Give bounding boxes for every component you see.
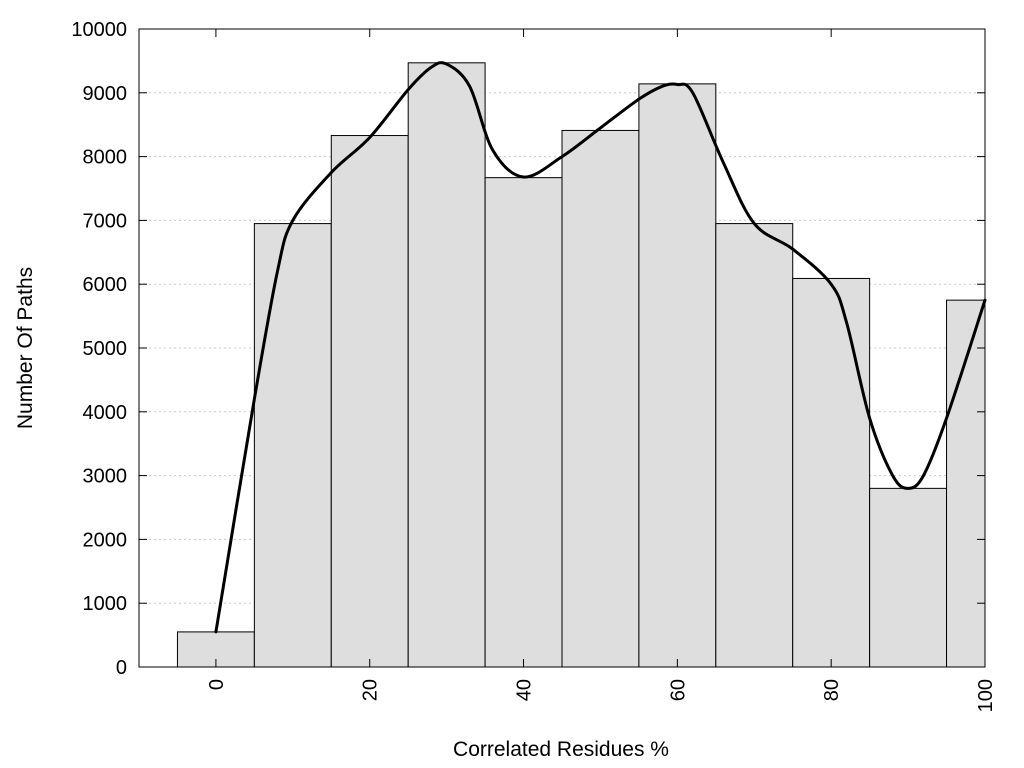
y-tick-label: 3000 <box>83 466 128 488</box>
bar <box>792 277 871 668</box>
x-axis-label: Correlated Residues % <box>453 738 669 761</box>
y-tick-label: 5000 <box>83 338 128 360</box>
bar <box>484 177 563 668</box>
bar <box>561 129 640 668</box>
y-tick-label: 1000 <box>83 593 128 615</box>
bar <box>253 223 332 668</box>
bar <box>869 487 948 668</box>
x-tick-label: 40 <box>514 679 536 701</box>
bar <box>330 135 409 668</box>
x-axis-ticks: 0 20 40 60 80 100 <box>206 29 997 712</box>
x-tick-label: 20 <box>360 679 382 701</box>
x-tick-label: 60 <box>667 679 689 701</box>
x-tick-label: 80 <box>821 679 843 701</box>
y-axis-label: Number Of Paths <box>14 267 37 429</box>
bar <box>638 83 717 668</box>
y-tick-label: 9000 <box>83 83 128 105</box>
trend-line-path <box>214 61 987 634</box>
y-tick-label: 2000 <box>83 529 128 551</box>
y-tick-label: 4000 <box>83 402 128 424</box>
bar <box>407 62 486 668</box>
y-tick-label: 0 <box>116 657 127 679</box>
y-tick-label: 8000 <box>83 147 128 169</box>
y-tick-label: 6000 <box>83 274 128 296</box>
x-tick-label: 100 <box>975 679 997 712</box>
y-tick-label: 10000 <box>71 19 127 41</box>
y-axis-ticks: 0 1000 2000 3000 4000 5000 6000 7000 8000 9000 100… <box>71 19 985 679</box>
y-tick-label: 7000 <box>83 210 128 232</box>
trend-line <box>214 61 987 634</box>
bar <box>715 223 794 668</box>
bars <box>176 62 986 668</box>
x-tick-label: 0 <box>206 679 228 690</box>
